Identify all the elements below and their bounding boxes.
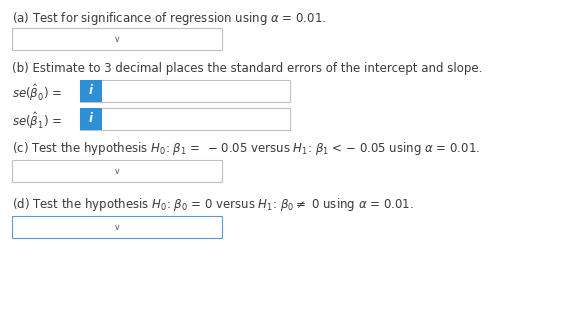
Text: (a) Test for significance of regression using $\alpha$ = 0.01.: (a) Test for significance of regression …	[12, 10, 326, 27]
Text: i: i	[89, 112, 93, 125]
Text: (d) Test the hypothesis $H_0$: $\beta_0$ = 0 versus $H_1$: $\beta_0 \neq$ 0 usin: (d) Test the hypothesis $H_0$: $\beta_0$…	[12, 196, 414, 213]
Text: $se(\hat{\beta}_0)$ =: $se(\hat{\beta}_0)$ =	[12, 82, 62, 103]
FancyBboxPatch shape	[12, 28, 222, 50]
FancyBboxPatch shape	[80, 108, 290, 130]
Text: i: i	[89, 84, 93, 98]
FancyBboxPatch shape	[80, 108, 102, 130]
Text: ∨: ∨	[114, 223, 121, 231]
Text: $se(\hat{\beta}_1)$ =: $se(\hat{\beta}_1)$ =	[12, 110, 62, 131]
FancyBboxPatch shape	[12, 160, 222, 182]
Text: (c) Test the hypothesis $H_0$: $\beta_1$ =  − 0.05 versus $H_1$: $\beta_1$ < − 0: (c) Test the hypothesis $H_0$: $\beta_1$…	[12, 140, 480, 157]
Text: (b) Estimate to 3 decimal places the standard errors of the intercept and slope.: (b) Estimate to 3 decimal places the sta…	[12, 62, 482, 75]
Text: ∨: ∨	[114, 34, 121, 44]
FancyBboxPatch shape	[80, 80, 290, 102]
FancyBboxPatch shape	[12, 216, 222, 238]
Text: ∨: ∨	[114, 166, 121, 176]
FancyBboxPatch shape	[80, 80, 102, 102]
